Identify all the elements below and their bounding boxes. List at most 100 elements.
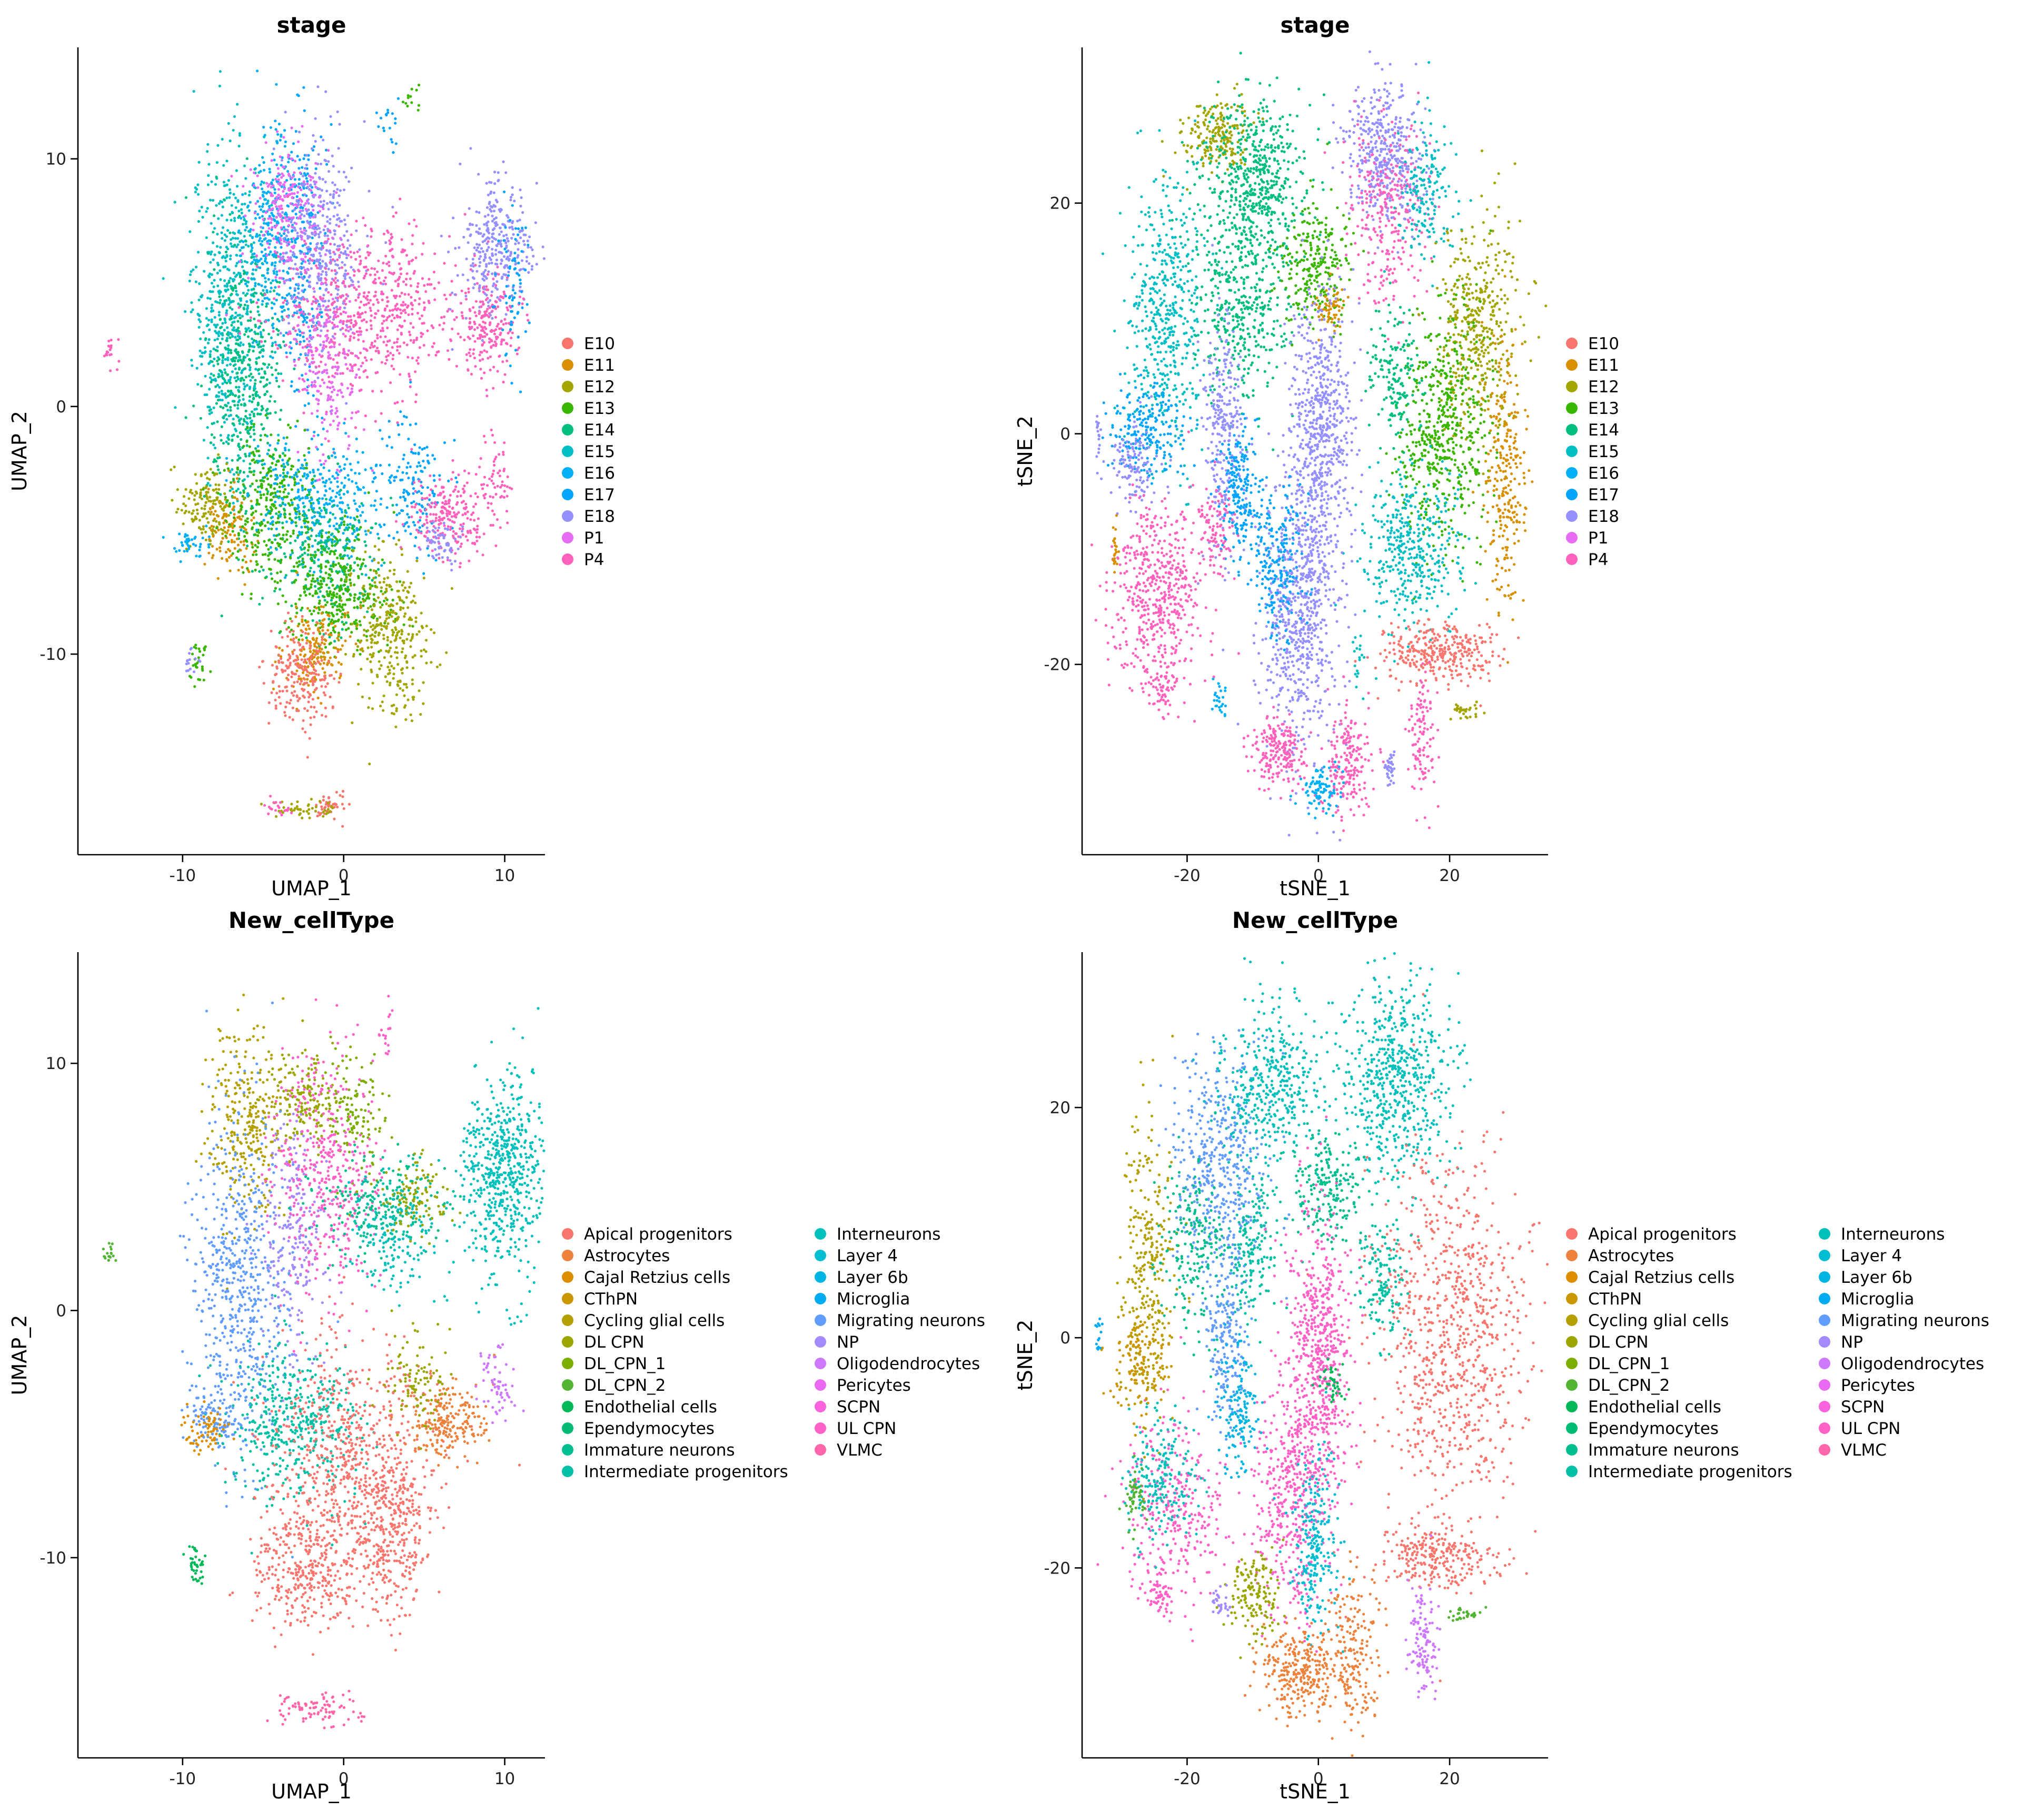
data-point [346, 523, 349, 527]
data-point [328, 617, 331, 621]
data-point [383, 561, 386, 565]
data-point [358, 472, 361, 475]
data-point [322, 427, 325, 431]
data-point [286, 635, 290, 638]
data-point [333, 337, 336, 340]
data-point [312, 254, 315, 258]
data-point [255, 362, 258, 365]
data-point [219, 246, 222, 249]
data-point [242, 358, 245, 361]
data-point [207, 543, 210, 546]
data-point [338, 170, 341, 173]
data-point [209, 261, 212, 264]
data-point [294, 296, 298, 299]
data-point [350, 321, 353, 324]
data-point [320, 298, 323, 302]
data-point [392, 368, 395, 371]
data-point [312, 471, 315, 474]
data-point [198, 519, 201, 522]
data-point [333, 233, 336, 236]
data-point [254, 282, 257, 285]
data-point [239, 249, 242, 252]
data-point [396, 401, 399, 404]
data-point [240, 216, 243, 220]
data-point [210, 306, 213, 310]
data-point [299, 594, 302, 597]
data-point [443, 315, 446, 319]
data-point [324, 149, 328, 152]
data-point [262, 427, 265, 430]
data-point [231, 328, 234, 331]
data-point [295, 256, 298, 259]
data-point [310, 506, 313, 509]
data-point [302, 298, 306, 301]
data-point [400, 238, 403, 241]
data-point [279, 195, 282, 198]
data-point [385, 296, 389, 299]
data-point [313, 290, 316, 293]
data-point [311, 259, 314, 262]
data-point [356, 269, 360, 272]
data-point [332, 193, 335, 196]
data-point [295, 516, 298, 519]
data-point [265, 474, 268, 477]
data-point [249, 228, 252, 231]
data-point [277, 385, 281, 388]
data-point [398, 352, 401, 355]
data-point [280, 176, 283, 179]
data-point [355, 649, 359, 652]
data-point [370, 228, 373, 231]
data-point [286, 301, 290, 305]
data-point [311, 318, 314, 321]
data-point [341, 620, 344, 624]
data-point [229, 569, 232, 572]
data-point [229, 489, 232, 492]
data-point [327, 547, 331, 550]
data-point [239, 303, 242, 306]
data-point [339, 596, 342, 599]
data-point [236, 320, 240, 323]
data-point [271, 262, 274, 265]
data-point [354, 535, 358, 539]
data-point [269, 395, 272, 398]
data-point [336, 480, 339, 483]
data-point [353, 583, 356, 587]
data-point [279, 474, 282, 477]
data-point [229, 409, 232, 412]
data-point [285, 213, 288, 216]
data-point [417, 83, 421, 87]
data-point [338, 351, 341, 354]
data-point [328, 478, 331, 481]
data-point [236, 435, 239, 438]
data-point [201, 537, 204, 540]
data-point [241, 525, 244, 528]
data-point [314, 264, 318, 268]
data-point [225, 235, 229, 238]
data-point [344, 329, 348, 332]
data-point [216, 420, 219, 423]
data-point [208, 527, 212, 530]
data-point [255, 498, 259, 502]
data-point [237, 454, 240, 457]
data-point [330, 338, 333, 341]
data-point [264, 553, 267, 556]
data-point [279, 259, 282, 262]
data-point [308, 447, 311, 450]
data-point [336, 296, 340, 300]
data-point [276, 517, 280, 520]
data-point [239, 431, 242, 434]
data-point [238, 515, 241, 518]
data-point [382, 340, 385, 344]
data-point [254, 217, 257, 220]
data-point [205, 471, 209, 474]
data-point [415, 290, 418, 293]
data-point [364, 311, 367, 314]
data-point [326, 305, 330, 308]
data-point [252, 425, 255, 428]
data-point [292, 267, 295, 271]
data-point [181, 543, 184, 547]
data-point [229, 213, 232, 216]
data-point [251, 337, 254, 341]
data-point [248, 395, 252, 398]
data-point [398, 324, 401, 327]
